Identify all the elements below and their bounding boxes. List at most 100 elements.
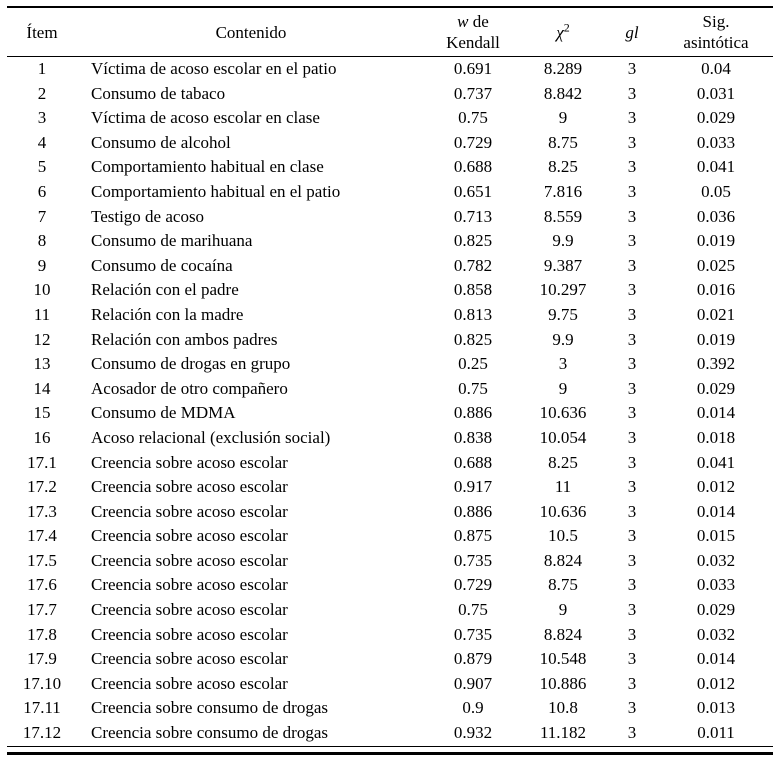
cell-sig: 0.015 — [696, 526, 736, 546]
table-body: 1 Víctima de acoso escolar en el patio 0.6… — [7, 57, 773, 747]
cell-sig: 0.011 — [697, 723, 735, 743]
table-row: 9 Consumo de cocaína 0.782 9.387 3 0.025 — [7, 254, 773, 279]
cell-contenido: Comportamiento habitual en clase — [91, 157, 324, 177]
cell-chi-squared: 8.75 — [548, 132, 578, 152]
cell-gl: 3 — [627, 477, 637, 497]
cell-sig: 0.032 — [696, 550, 736, 570]
cell-chi-squared: 10.5 — [548, 526, 578, 546]
cell-sig: 0.012 — [696, 477, 736, 497]
cell-contenido: Creencia sobre acoso escolar — [91, 575, 288, 595]
cell-kendall-w: 0.735 — [453, 624, 493, 644]
cell-contenido: Consumo de drogas en grupo — [91, 354, 291, 374]
cell-sig: 0.012 — [696, 673, 736, 693]
cell-item: 17.1 — [27, 452, 57, 472]
cell-kendall-w: 0.25 — [458, 354, 488, 374]
statistics-table-container: Ítem Contenido w de Kendall χ2 gl — [7, 6, 773, 755]
table-row: 11 Relación con la madre 0.813 9.75 3 0.021 — [7, 303, 773, 328]
cell-item: 6 — [37, 181, 47, 201]
cell-chi-squared: 8.289 — [543, 59, 583, 78]
cell-item: 3 — [37, 108, 47, 128]
cell-chi-squared: 10.636 — [539, 501, 587, 521]
cell-kendall-w: 0.886 — [453, 501, 493, 521]
cell-kendall-w: 0.9 — [462, 698, 484, 718]
cell-contenido: Creencia sobre acoso escolar — [91, 526, 288, 546]
table-row: 17.5 Creencia sobre acoso escolar 0.735 8.8… — [7, 549, 773, 574]
cell-sig: 0.014 — [696, 649, 736, 669]
cell-item: 17.3 — [27, 501, 57, 521]
cell-sig: 0.036 — [696, 206, 736, 226]
cell-sig: 0.033 — [696, 132, 736, 152]
cell-kendall-w: 0.782 — [453, 255, 493, 275]
cell-kendall-w: 0.932 — [453, 723, 493, 743]
cell-contenido: Creencia sobre consumo de drogas — [91, 723, 328, 743]
cell-gl: 3 — [627, 59, 637, 78]
cell-gl: 3 — [627, 624, 637, 644]
cell-chi-squared: 8.824 — [543, 550, 583, 570]
cell-sig: 0.019 — [696, 231, 736, 251]
col-header-chi-squared: χ2 — [521, 7, 605, 57]
cell-contenido: Consumo de tabaco — [91, 83, 226, 103]
cell-item: 17.2 — [27, 477, 57, 497]
cell-item: 7 — [37, 206, 47, 226]
cell-gl: 3 — [627, 206, 637, 226]
cell-kendall-w: 0.825 — [453, 231, 493, 251]
cell-kendall-w: 0.688 — [453, 157, 493, 177]
cell-gl: 3 — [627, 304, 637, 324]
cell-chi-squared: 9 — [558, 378, 568, 398]
cell-sig: 0.041 — [696, 452, 736, 472]
table-row: 6 Comportamiento habitual en el patio 0.65… — [7, 180, 773, 205]
cell-item: 17.7 — [27, 600, 57, 620]
table-row: 17.9 Creencia sobre acoso escolar 0.879 10.… — [7, 647, 773, 672]
cell-contenido: Relación con ambos padres — [91, 329, 278, 349]
table-row: 7 Testigo de acoso 0.713 8.559 3 0.036 — [7, 205, 773, 230]
cell-sig: 0.05 — [701, 181, 731, 201]
cell-item: 2 — [37, 83, 47, 103]
cell-contenido: Víctima de acoso escolar en clase — [91, 108, 320, 128]
cell-kendall-w: 0.691 — [453, 59, 493, 78]
table-row: 10 Relación con el padre 0.858 10.297 3 0.016 — [7, 278, 773, 303]
cell-contenido: Creencia sobre acoso escolar — [91, 649, 288, 669]
cell-sig: 0.013 — [696, 698, 736, 718]
cell-chi-squared: 8.75 — [548, 575, 578, 595]
cell-kendall-w: 0.688 — [453, 452, 493, 472]
cell-chi-squared: 10.548 — [539, 649, 587, 669]
cell-kendall-w: 0.75 — [458, 600, 488, 620]
cell-kendall-w: 0.917 — [453, 477, 493, 497]
cell-gl: 3 — [627, 255, 637, 275]
col-header-contenido: Contenido — [77, 7, 425, 57]
cell-chi-squared: 7.816 — [543, 181, 583, 201]
cell-chi-squared: 8.842 — [543, 83, 583, 103]
cell-item: 8 — [37, 231, 47, 251]
cell-chi-squared: 10.297 — [539, 280, 587, 300]
cell-gl: 3 — [627, 157, 637, 177]
cell-chi-squared: 9 — [558, 108, 568, 128]
cell-contenido: Acosador de otro compañero — [91, 378, 288, 398]
table-row: 1 Víctima de acoso escolar en el patio 0.6… — [7, 57, 773, 82]
cell-chi-squared: 10.8 — [548, 698, 578, 718]
cell-gl: 3 — [627, 673, 637, 693]
cell-chi-squared: 3 — [558, 354, 568, 374]
cell-kendall-w: 0.825 — [453, 329, 493, 349]
cell-item: 17.9 — [27, 649, 57, 669]
cell-sig: 0.392 — [696, 354, 736, 374]
table-row: 17.12 Creencia sobre consumo de drogas 0.9… — [7, 721, 773, 746]
cell-chi-squared: 9 — [558, 600, 568, 620]
table-row: 17.6 Creencia sobre acoso escolar 0.729 8.7… — [7, 573, 773, 598]
cell-kendall-w: 0.75 — [458, 108, 488, 128]
cell-item: 17.11 — [23, 698, 61, 718]
cell-item: 17.10 — [22, 673, 62, 693]
cell-gl: 3 — [627, 329, 637, 349]
table-row: 15 Consumo de MDMA 0.886 10.636 3 0.014 — [7, 401, 773, 426]
cell-kendall-w: 0.907 — [453, 673, 493, 693]
cell-kendall-w: 0.729 — [453, 132, 493, 152]
cell-sig: 0.016 — [696, 280, 736, 300]
cell-chi-squared: 9.9 — [552, 231, 574, 251]
cell-chi-squared: 8.25 — [548, 157, 578, 177]
cell-contenido: Creencia sobre acoso escolar — [91, 624, 288, 644]
table-row: 13 Consumo de drogas en grupo 0.25 3 3 0.392 — [7, 352, 773, 377]
cell-sig: 0.014 — [696, 403, 736, 423]
cell-gl: 3 — [627, 427, 637, 447]
table-row: 14 Acosador de otro compañero 0.75 9 3 0.029 — [7, 377, 773, 402]
table-row: 3 Víctima de acoso escolar en clase 0.75 9 3… — [7, 106, 773, 131]
table-row: 4 Consumo de alcohol 0.729 8.75 3 0.033 — [7, 131, 773, 156]
